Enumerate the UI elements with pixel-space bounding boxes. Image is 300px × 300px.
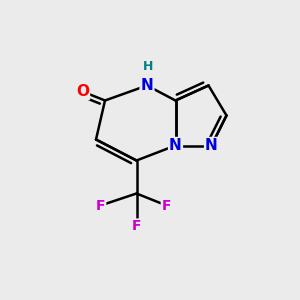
Text: F: F: [162, 199, 171, 212]
Text: F: F: [132, 220, 141, 233]
Text: N: N: [141, 78, 153, 93]
Text: F: F: [96, 199, 105, 212]
Text: N: N: [205, 138, 218, 153]
Text: N: N: [169, 138, 182, 153]
Text: O: O: [76, 84, 89, 99]
Text: H: H: [143, 60, 154, 74]
